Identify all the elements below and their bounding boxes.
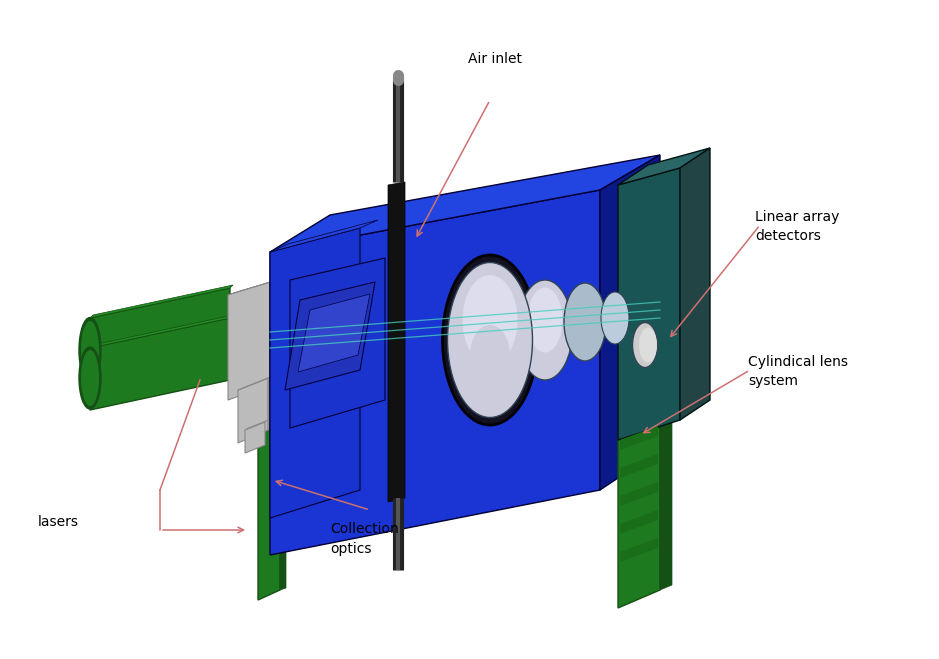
- Text: Cylindical lens
system: Cylindical lens system: [748, 355, 848, 389]
- Ellipse shape: [81, 321, 99, 379]
- Ellipse shape: [528, 287, 562, 353]
- Text: Collection
optics: Collection optics: [330, 522, 399, 556]
- Polygon shape: [258, 408, 280, 600]
- Ellipse shape: [79, 318, 101, 382]
- Polygon shape: [618, 168, 680, 440]
- Ellipse shape: [470, 325, 510, 385]
- Polygon shape: [388, 182, 405, 502]
- Polygon shape: [600, 155, 660, 490]
- Polygon shape: [680, 148, 710, 420]
- Polygon shape: [285, 282, 375, 390]
- Polygon shape: [280, 405, 286, 590]
- Ellipse shape: [564, 283, 606, 361]
- Polygon shape: [620, 482, 658, 506]
- Polygon shape: [270, 220, 378, 252]
- Ellipse shape: [442, 255, 537, 425]
- Polygon shape: [270, 190, 600, 555]
- Ellipse shape: [463, 275, 517, 365]
- Polygon shape: [270, 228, 360, 518]
- Polygon shape: [660, 408, 672, 590]
- Polygon shape: [618, 148, 710, 185]
- Polygon shape: [90, 315, 233, 348]
- Ellipse shape: [639, 328, 657, 362]
- Polygon shape: [90, 288, 230, 382]
- Polygon shape: [620, 454, 658, 478]
- Polygon shape: [258, 405, 286, 418]
- Polygon shape: [238, 378, 268, 443]
- Ellipse shape: [601, 292, 629, 344]
- Polygon shape: [270, 155, 660, 252]
- Polygon shape: [228, 280, 278, 295]
- Ellipse shape: [517, 280, 573, 380]
- Polygon shape: [90, 285, 233, 318]
- Text: lasers: lasers: [38, 515, 79, 529]
- Polygon shape: [228, 282, 270, 400]
- Polygon shape: [270, 280, 278, 385]
- Polygon shape: [620, 538, 658, 562]
- Polygon shape: [290, 258, 385, 428]
- Polygon shape: [620, 426, 658, 450]
- Polygon shape: [238, 376, 274, 390]
- Ellipse shape: [81, 350, 99, 406]
- Polygon shape: [618, 413, 660, 608]
- Polygon shape: [245, 420, 268, 430]
- Polygon shape: [618, 408, 672, 430]
- Polygon shape: [245, 422, 265, 453]
- Ellipse shape: [448, 262, 532, 418]
- Polygon shape: [268, 376, 274, 430]
- Polygon shape: [298, 294, 370, 372]
- Text: Linear array
detectors: Linear array detectors: [755, 210, 839, 243]
- Text: Air inlet: Air inlet: [468, 52, 522, 66]
- Ellipse shape: [633, 322, 657, 368]
- Polygon shape: [620, 510, 658, 534]
- Ellipse shape: [79, 347, 101, 409]
- Polygon shape: [90, 318, 230, 410]
